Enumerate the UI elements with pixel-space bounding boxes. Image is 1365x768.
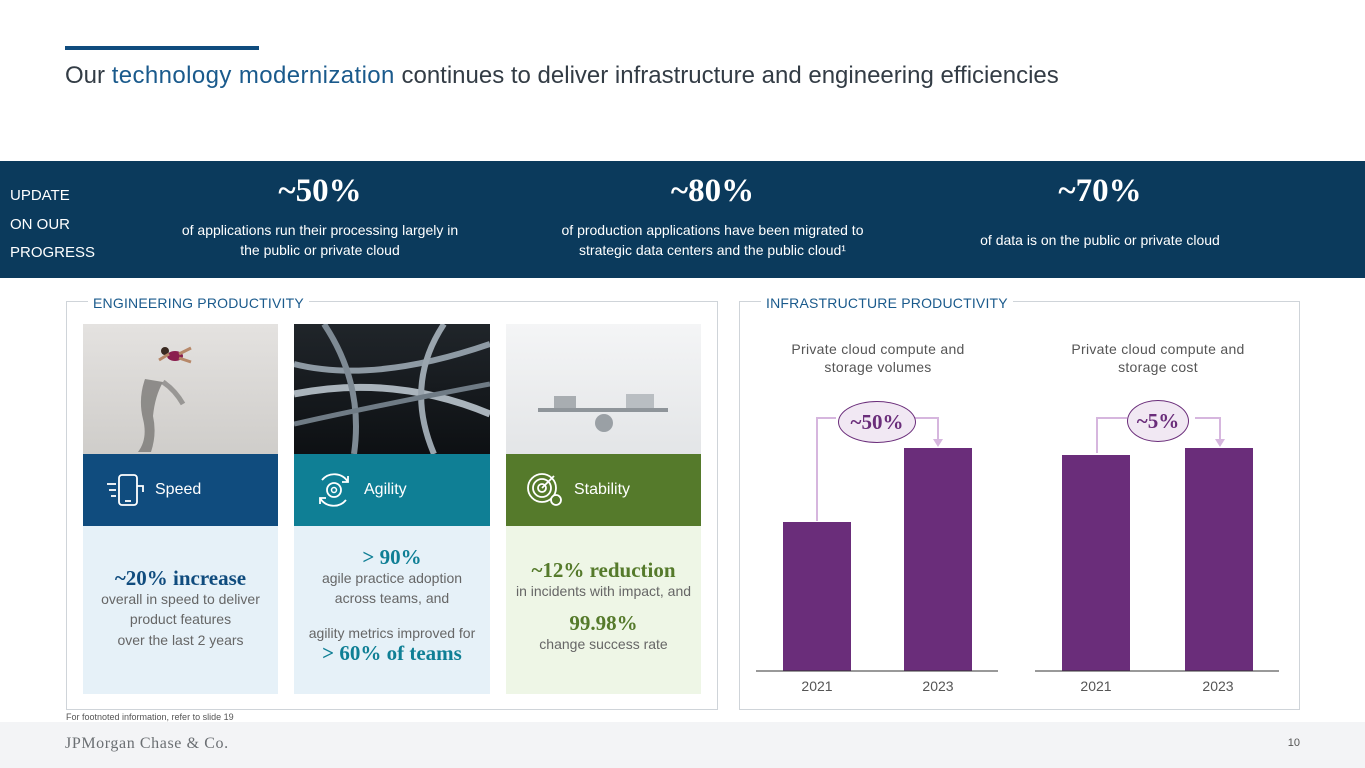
speed-photo — [83, 324, 278, 454]
chart-volumes — [756, 417, 998, 672]
footnote: For footnoted information, refer to slid… — [66, 712, 234, 722]
speed-title: Speed — [155, 481, 202, 498]
page-title: Our technology modernization continues t… — [65, 62, 1059, 89]
title-highlight: technology modernization — [111, 62, 395, 89]
progress-label: UPDATE ON OUR PROGRESS — [10, 187, 96, 261]
chart-volumes-title: Private cloud compute and storage volume… — [791, 341, 965, 375]
gear-cycle-icon — [319, 473, 349, 507]
stat-value: ~50% — [278, 173, 362, 209]
speed-body: ~20% increase overall in speed to delive… — [83, 526, 278, 694]
stat-value: ~70% — [1058, 173, 1142, 209]
stability-headline: ~12% reduction — [531, 558, 676, 582]
stat-production-applications: ~80% of production applications have bee… — [550, 173, 875, 260]
stability-title: Stability — [574, 481, 631, 498]
agility-headline-2: > 60% of teams — [322, 641, 462, 665]
stat-applications: ~50% of applications run their processin… — [170, 173, 470, 260]
stat-desc: of production applications have been mig… — [561, 222, 864, 258]
chart-cost-title: Private cloud compute and storage cost — [1071, 341, 1245, 375]
speed-tile: Speed — [83, 454, 278, 526]
agility-body: > 90% agile practice adoption across tea… — [294, 526, 490, 694]
stability-photo — [506, 324, 701, 454]
stability-tile: Stability — [506, 454, 701, 526]
agility-photo — [294, 324, 490, 454]
bar-2023 — [904, 448, 972, 671]
tick-label-2021: 2021 — [1080, 678, 1112, 694]
tick-label-2023: 2023 — [1202, 678, 1234, 694]
agility-tile: Agility — [294, 454, 490, 526]
engineering-label: ENGINEERING PRODUCTIVITY — [88, 295, 309, 311]
target-gear-icon — [527, 473, 562, 506]
stability-headline-2: 99.98% — [569, 611, 638, 635]
stat-desc: of data is on the public or private clou… — [980, 232, 1220, 248]
stat-desc: of applications run their processing lar… — [181, 222, 459, 258]
agility-title: Agility — [364, 481, 407, 498]
bar-2021 — [1062, 455, 1130, 671]
tick-label-2021: 2021 — [801, 678, 833, 694]
infrastructure-label: INFRASTRUCTURE PRODUCTIVITY — [761, 295, 1013, 311]
progress-band — [0, 161, 1365, 278]
stat-data: ~70% of data is on the public or private… — [955, 173, 1245, 250]
chart-cost — [1035, 417, 1279, 672]
stability-body: ~12% reduction in incidents with impact,… — [506, 526, 701, 694]
change-bubble-volumes: ~50% — [838, 401, 916, 443]
change-bubble-cost: ~5% — [1127, 400, 1189, 442]
stat-value: ~80% — [670, 173, 755, 209]
company-logo: JPMorgan Chase & Co. — [65, 735, 229, 752]
speed-headline: ~20% increase — [114, 566, 247, 590]
page-number: 10 — [1287, 737, 1300, 749]
bar-2023 — [1185, 448, 1253, 671]
infrastructure-panel — [739, 301, 1300, 710]
engineering-panel — [66, 301, 718, 710]
footer-bar — [0, 722, 1365, 768]
agility-headline: > 90% — [362, 545, 422, 569]
mobile-speed-icon — [107, 474, 144, 506]
title-rule — [65, 46, 259, 50]
tick-label-2023: 2023 — [922, 678, 954, 694]
bar-2021 — [783, 522, 851, 671]
